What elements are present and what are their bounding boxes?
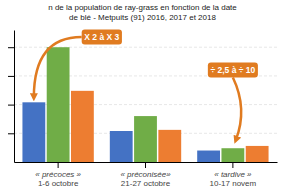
y-tick-mark: [8, 47, 14, 48]
annotation-text: ÷ 2,5 à ÷ 10: [210, 65, 255, 75]
x-tick-label-line: « précoces »: [35, 170, 81, 179]
bar: [22, 102, 45, 162]
x-axis: « précoces »1-6 octobre « préconisée»21-2…: [15, 162, 278, 188]
y-tick: [8, 133, 14, 134]
x-tick-label: « préconisée»21-27 octobre: [120, 170, 171, 188]
title: n de la population de ray-grass en fonct…: [48, 3, 237, 12]
x-tick-label-line: 21-27 octobre: [121, 179, 171, 188]
x-tick-mark: [232, 162, 233, 168]
x-tick-label-line: « tardive »: [214, 170, 252, 179]
annotation-box: [82, 30, 122, 45]
bar: [47, 47, 70, 162]
y-tick-mark: [8, 105, 14, 106]
annotation-arrow: [233, 78, 241, 140]
x-tick: « tardive »10-17 novem: [210, 162, 257, 188]
annotation: ÷ 2,5 à ÷ 10: [208, 63, 258, 140]
y-tick-mark: [8, 76, 14, 77]
bar: [158, 130, 181, 162]
x-tick-label: « tardive »10-17 novem: [210, 170, 257, 188]
y-tick-mark: [8, 133, 14, 134]
y-tick: [8, 105, 14, 106]
bar: [134, 116, 157, 162]
y-tick: [8, 76, 14, 77]
x-tick-label-line: « préconisée»: [120, 170, 171, 179]
annotation-text: X 2 à X 3: [84, 32, 119, 42]
annotation-arrow: [34, 37, 82, 97]
x-tick-label: « précoces »1-6 octobre: [35, 170, 81, 188]
bar: [197, 151, 220, 162]
y-axis: [8, 31, 15, 163]
x-tick-mark: [145, 162, 146, 168]
bar: [110, 131, 133, 162]
bar: [246, 146, 269, 162]
x-tick: « préconisée»21-27 octobre: [120, 162, 171, 188]
annotation-box: [208, 63, 258, 78]
chart: n de la population de ray-grass en fonct…: [0, 0, 285, 190]
bars: [22, 47, 268, 162]
x-tick-mark: [58, 162, 59, 168]
bar: [221, 148, 244, 162]
x-tick: « précoces »1-6 octobre: [35, 162, 81, 188]
y-axis-line: [14, 31, 15, 163]
bar: [71, 91, 94, 162]
x-tick-label-line: 10-17 novem: [210, 179, 257, 188]
x-tick-label-line: 1-6 octobre: [38, 179, 79, 188]
annotation: X 2 à X 3: [34, 30, 122, 98]
y-tick: [8, 47, 14, 48]
subtitle: de blé - Metpuits (91) 2016, 2017 et 201…: [69, 13, 216, 22]
